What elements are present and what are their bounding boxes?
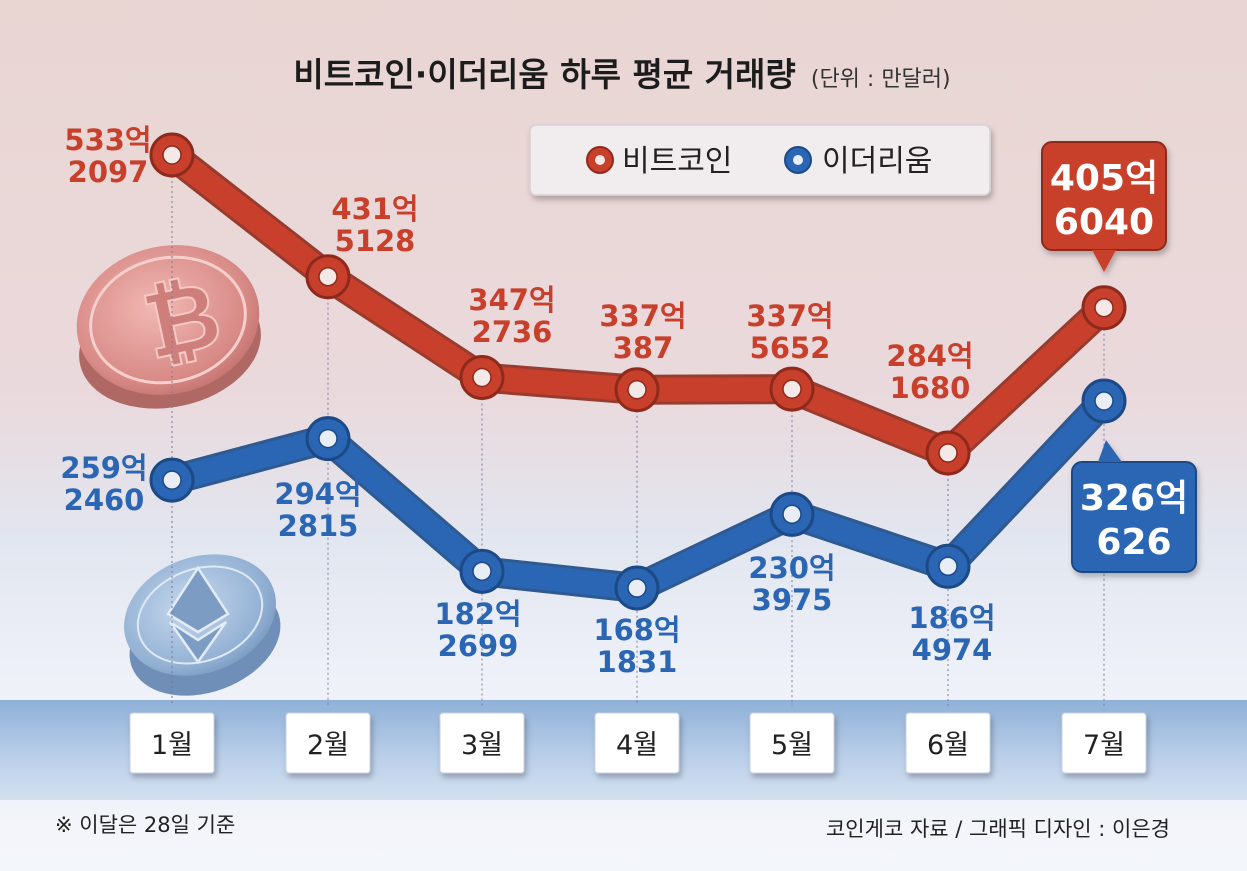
data-label-bottom: 1831	[597, 645, 678, 679]
data-label-top: 182억	[434, 597, 521, 631]
footer-band	[0, 800, 1247, 871]
data-label-bottom: 5652	[750, 331, 831, 365]
data-label-bottom: 1680	[890, 371, 971, 405]
chart-title-line: 비트코인·이더리움 하루 평균 거래량 (단위 : 만달러)	[293, 55, 950, 94]
data-point-hole	[1094, 297, 1114, 318]
data-label-top: 259억	[60, 451, 147, 485]
data-point-hole	[782, 379, 802, 399]
source-credit: 코인게코 자료 / 그래픽 디자인 : 이은경	[826, 817, 1170, 841]
series-lines	[149, 132, 1127, 611]
data-label-top: 533억	[64, 123, 151, 157]
data-point-hole	[472, 561, 492, 582]
callout-tail	[1092, 250, 1116, 272]
data-point-hole	[938, 556, 958, 577]
callout-label-top: 326억	[1080, 478, 1188, 519]
data-label-top: 337억	[746, 299, 833, 333]
chart-unit-note: (단위 : 만달러)	[811, 67, 951, 92]
data-label-bottom: 5128	[335, 224, 416, 258]
data-point-hole	[318, 428, 338, 449]
data-label-top: 294억	[274, 477, 361, 511]
callout-label-bottom: 6040	[1054, 202, 1154, 243]
legend-label-ethereum: 이더리움	[822, 144, 932, 179]
data-label-bottom: 2460	[64, 483, 145, 517]
x-tick-box	[439, 712, 525, 774]
data-point-hole	[1094, 391, 1114, 411]
data-label-top: 347억	[468, 283, 555, 317]
x-tick-box	[749, 712, 835, 774]
data-label-top: 337억	[599, 299, 686, 333]
x-tick-box	[1061, 712, 1147, 774]
data-label-bottom: 3975	[752, 583, 833, 617]
data-label-bottom: 2097	[68, 155, 149, 189]
data-point-hole	[627, 578, 647, 598]
bitcoin-coin-icon: ₿	[76, 245, 261, 409]
callout-box	[1071, 461, 1197, 573]
data-point-hole	[162, 470, 182, 490]
x-tick-label: 4월	[616, 730, 658, 761]
callout-label-top: 405억	[1050, 158, 1158, 199]
x-tick-box	[594, 712, 680, 774]
callout-label-bottom: 626	[1096, 522, 1171, 563]
footnote: ※ 이달은 28일 기준	[55, 813, 235, 837]
data-label-bottom: 4974	[912, 633, 993, 667]
data-label-bottom: 2736	[472, 315, 553, 349]
x-tick-box	[129, 712, 215, 774]
x-tick-label: 6월	[927, 730, 969, 761]
data-point-hole	[472, 367, 492, 388]
legend-label-bitcoin: 비트코인	[622, 144, 732, 179]
data-label-top: 431억	[331, 192, 418, 226]
data-point-hole	[627, 379, 647, 400]
data-label-top: 186억	[908, 601, 995, 635]
x-tick-label: 3월	[461, 730, 503, 761]
data-label-bottom: 2815	[278, 509, 359, 543]
x-axis: 1월 2월 3월 4월 5월 6월 7월	[129, 712, 1147, 774]
chart-title: 비트코인·이더리움 하루 평균 거래량	[293, 55, 795, 94]
legend-swatch-ethereum-hole	[793, 155, 803, 165]
data-point-hole	[938, 443, 958, 463]
data-label-bottom: 387	[613, 331, 674, 365]
data-point-hole	[782, 504, 802, 525]
legend: 비트코인 이더리움	[529, 124, 991, 196]
data-label-top: 168억	[593, 613, 680, 647]
data-label-top: 230억	[748, 551, 835, 585]
x-tick-box	[285, 712, 371, 774]
legend-swatch-bitcoin-hole	[595, 155, 605, 165]
x-tick-box	[905, 712, 991, 774]
x-tick-label: 1월	[151, 730, 193, 761]
x-tick-label: 7월	[1083, 730, 1125, 761]
x-tick-label: 2월	[307, 730, 349, 761]
data-point-hole	[162, 145, 182, 165]
data-label-bottom: 2699	[438, 629, 519, 663]
x-tick-label: 5월	[771, 730, 813, 761]
data-point-hole	[318, 266, 338, 287]
callout-tail	[1098, 440, 1122, 462]
data-label-top: 284억	[886, 339, 973, 373]
ethereum-coin-icon	[124, 554, 281, 696]
